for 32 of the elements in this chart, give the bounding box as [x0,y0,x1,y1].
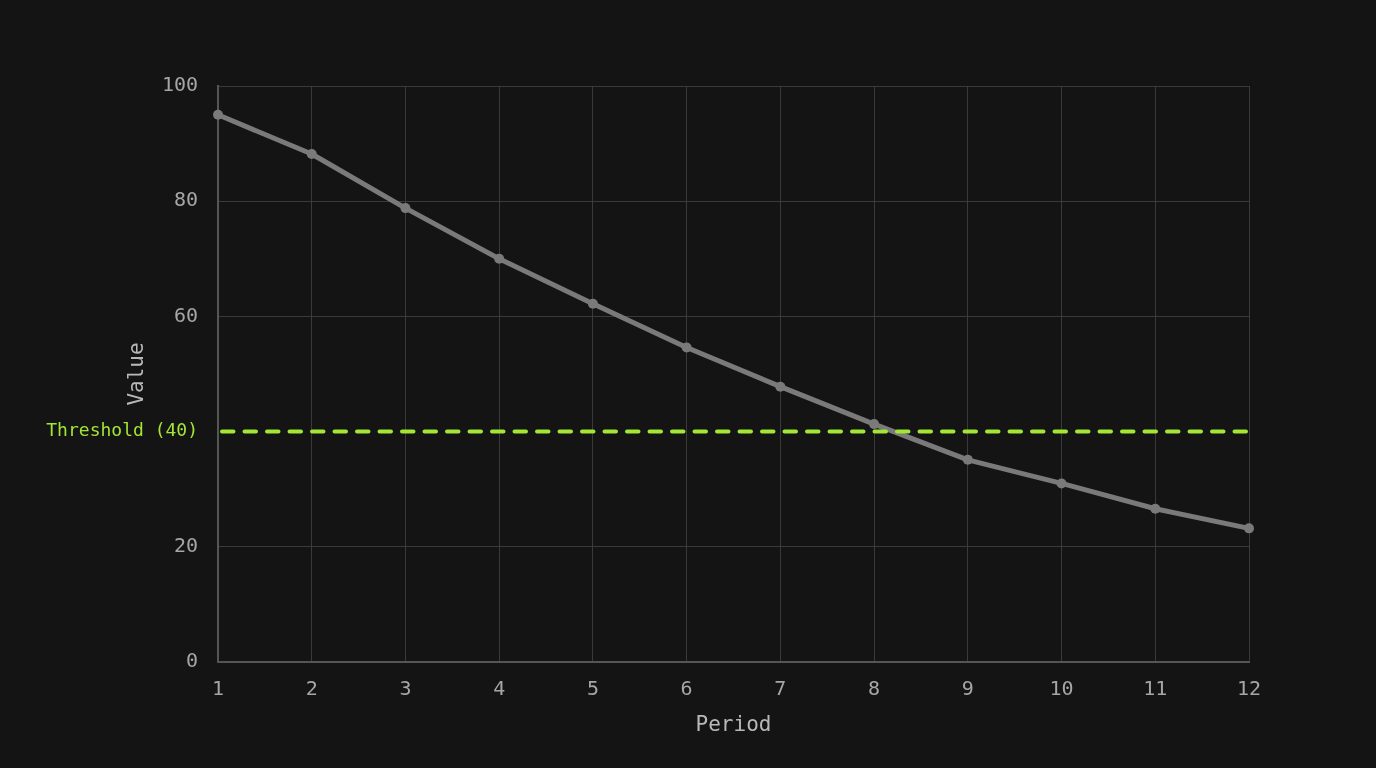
point [1056,478,1067,489]
point [587,298,598,309]
point [400,203,411,214]
y-tick-label: 20 [173,533,198,557]
x-tick-label: 7 [774,676,787,701]
x-axis-title: Period [695,711,772,736]
x-tick-label: 1 [211,676,225,701]
x-tick-label: 9 [961,676,974,701]
x-tick-label: 10 [1049,676,1074,701]
x-tick-label: 3 [399,676,412,701]
point [1244,523,1254,534]
x-tick-label: 12 [1236,676,1262,701]
y-axis-title: Value [124,342,149,406]
x-tick-label: 11 [1143,676,1168,701]
y-tick-label: 100 [161,72,198,97]
x-tick-label: 5 [586,676,599,701]
y-tick-label: 60 [173,302,198,327]
point [306,148,317,159]
ref-line-label: Threshold (40) [46,419,198,441]
point [775,381,786,392]
y-tick-label: 0 [185,648,198,673]
y-tick-label: 80 [173,187,198,212]
x-tick-label: 2 [305,676,318,701]
x-tick-label: 6 [680,676,693,701]
point [869,419,880,430]
x-tick-label: 8 [868,676,881,701]
point [681,342,692,353]
point [962,454,973,465]
x-tick-label: 4 [493,676,506,701]
point [494,253,505,264]
point [213,109,223,120]
point [1150,503,1161,514]
